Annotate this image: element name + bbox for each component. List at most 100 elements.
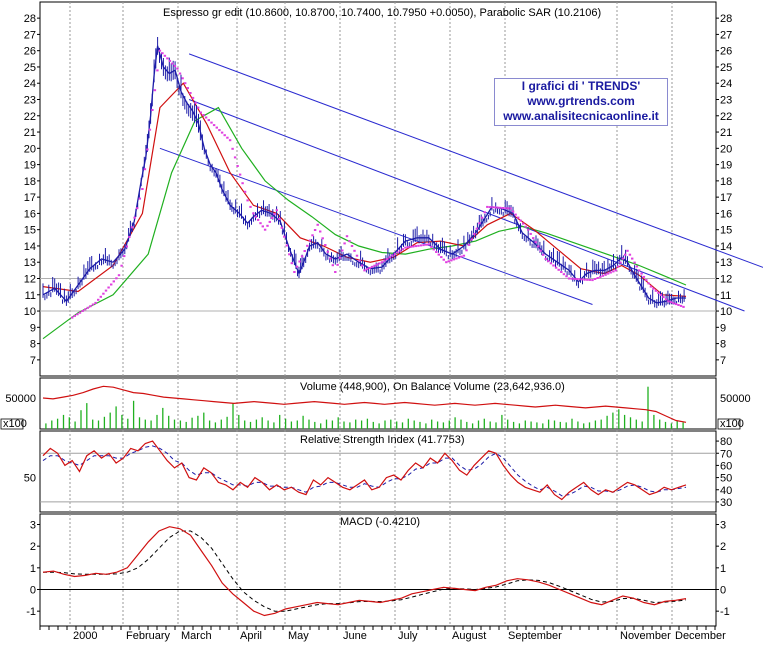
price-tick-left: 26 [24,46,36,58]
sar-dot [215,126,218,129]
sar-dot [280,226,283,229]
sar-dot [373,264,376,267]
price-tick-left: 19 [24,160,36,172]
sar-dot [391,254,394,257]
price-tick-right: 24 [720,78,732,90]
sar-dot [435,251,438,253]
price-tick-left: 13 [24,257,36,269]
rsi-tick-right: 50 [720,473,732,485]
price-tick-right: 26 [720,46,732,58]
panel-frame-macd [39,513,717,627]
sar-dot [326,250,329,253]
watermark-line-2: www.grtrends.com [527,94,635,108]
sar-dot [544,258,547,260]
watermark-line-3: www.analisitecnicaonline.it [503,109,659,123]
price-tick-right: 13 [720,257,732,269]
sar-dot [73,314,76,317]
sar-dot [355,254,359,257]
sar-dot [316,223,319,226]
sar-dot [226,136,229,139]
volume-unit-box-right [717,418,741,430]
trend-channel-line-0 [188,53,763,268]
sar-dot [191,96,195,99]
price-tick-left: 28 [24,13,36,25]
sar-dot [591,279,594,282]
rsi-signal-line [42,445,687,497]
sar-dot [153,89,157,92]
sar-dot [517,216,520,219]
sar-dot [86,306,89,309]
sar-dot [168,59,172,62]
sar-dot [562,273,566,276]
sar-dot [375,263,379,266]
sar-dot [110,283,113,286]
sar-dot [218,129,221,132]
x-axis-label-10: December [675,630,726,642]
sar-dot [599,275,602,278]
price-tick-right: 10 [720,306,732,318]
sar-dot [283,235,286,238]
price-tick-right: 16 [720,208,732,220]
sar-dot [220,131,224,134]
sar-dot [534,241,537,244]
macd-tick-right: 0 [720,585,726,597]
sar-dot [173,65,177,67]
sar-dot [197,106,200,109]
rsi-tick-right: 80 [720,436,732,448]
sar-dot [285,244,288,247]
sar-dot [81,310,84,312]
macd-tick-left: 0 [30,585,36,597]
sar-dot [567,277,571,280]
sar-dot [91,303,95,306]
sar-dot [363,269,366,272]
sar-dot [143,168,147,171]
volume-unit-left: x100 [3,418,27,430]
sar-dot [422,244,425,247]
sar-dot [514,213,517,216]
sar-dot [204,116,208,119]
volume-panel-title: Volume (448,900), On Balance Volume (23,… [300,381,565,393]
sar-dot [519,219,522,222]
sar-dot [331,264,334,267]
macd-tick-left: 3 [30,520,36,532]
price-tick-left: 25 [24,62,36,74]
sar-dot [529,232,532,235]
sar-dot [488,206,492,209]
price-tick-left: 10 [24,306,36,318]
sar-dot [419,244,423,247]
price-tick-left: 27 [24,29,36,41]
sar-dot [259,222,262,225]
price-tick-left: 9 [30,322,36,334]
sar-dot [380,261,384,264]
sar-dot [156,69,159,72]
sar-dot [547,260,550,263]
sar-dot [84,308,87,311]
sar-dot [136,207,139,210]
sar-dot [306,244,309,247]
price-tick-left: 12 [24,274,36,286]
price-tick-right: 19 [720,160,732,172]
sar-dot [404,246,407,249]
sar-dot [256,218,260,221]
sar-dot [273,213,276,216]
sar-dot [452,258,456,261]
watermark-box: I grafici di ' TRENDS' www.grtrends.com … [494,78,668,126]
sar-dot [491,206,494,209]
sar-dot [148,128,152,131]
ma-long-line [42,106,687,340]
sar-dot [343,242,346,245]
sar-dot [300,255,304,258]
sar-dot [345,235,349,238]
sar-dot [228,139,232,142]
sar-dot [578,278,581,281]
sar-dot [406,246,410,249]
price-tick-right: 27 [720,29,732,41]
sar-dot [151,109,154,111]
price-tick-left: 23 [24,95,36,107]
sar-dot [254,215,257,218]
x-axis-label-4: May [288,630,309,642]
sar-dot [112,280,115,283]
x-axis-label-3: April [240,630,262,642]
sar-dot [238,173,242,176]
volume-unit-right: x100 [720,418,744,430]
